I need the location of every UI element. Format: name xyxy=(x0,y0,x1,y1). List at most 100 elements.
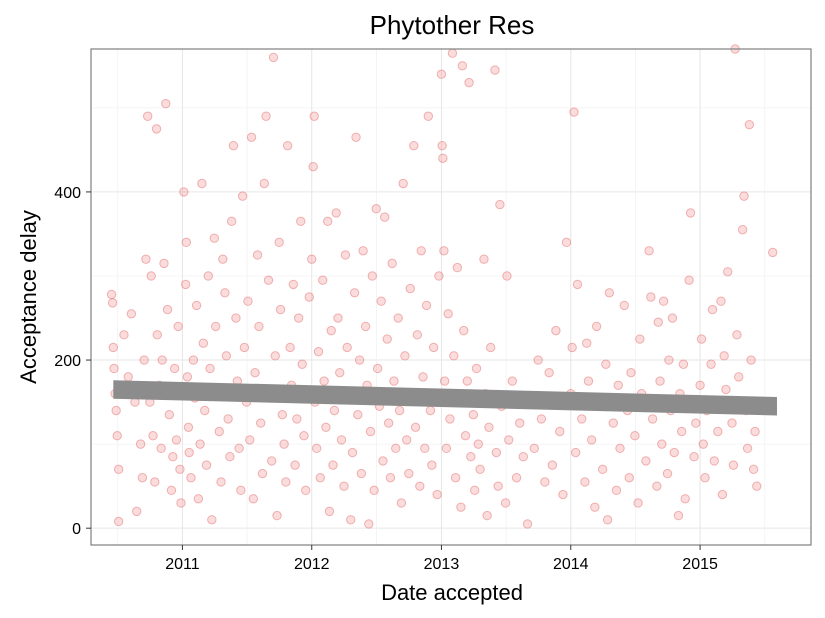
data-point xyxy=(518,452,528,462)
data-point xyxy=(318,275,328,285)
data-point xyxy=(615,443,625,454)
data-point xyxy=(203,271,213,281)
data-point xyxy=(225,452,235,462)
data-point xyxy=(113,464,124,475)
data-point xyxy=(274,237,284,248)
data-point xyxy=(456,502,466,512)
data-point xyxy=(378,456,388,466)
data-point xyxy=(211,321,221,332)
data-point xyxy=(195,439,205,449)
y-tick-label: 200 xyxy=(54,353,81,370)
data-point xyxy=(479,254,489,264)
data-point xyxy=(236,485,246,496)
data-point xyxy=(389,376,399,386)
grid-lines xyxy=(91,49,811,545)
data-point xyxy=(507,376,517,386)
data-point xyxy=(515,418,525,428)
data-point xyxy=(723,267,733,277)
data-point xyxy=(223,414,233,424)
data-point xyxy=(734,372,744,382)
data-point xyxy=(197,178,207,189)
data-point xyxy=(662,468,673,479)
data-point xyxy=(462,376,472,386)
data-point xyxy=(427,460,437,470)
data-point xyxy=(739,191,749,201)
data-point xyxy=(354,355,365,365)
data-point xyxy=(495,199,505,210)
data-point xyxy=(436,69,447,79)
data-point xyxy=(297,359,307,369)
data-point xyxy=(415,481,425,491)
data-point xyxy=(239,342,250,353)
data-point xyxy=(257,468,268,479)
data-point xyxy=(156,443,166,454)
data-point xyxy=(267,456,277,466)
data-point xyxy=(181,237,192,248)
data-point xyxy=(464,77,474,88)
data-point xyxy=(393,313,403,323)
data-point xyxy=(768,247,778,258)
data-point xyxy=(285,342,295,353)
data-point xyxy=(468,409,479,420)
data-point xyxy=(188,355,199,365)
data-point xyxy=(243,296,253,306)
data-point xyxy=(447,48,458,58)
data-point xyxy=(633,498,643,508)
data-point xyxy=(511,473,522,483)
data-point xyxy=(420,443,430,454)
data-point xyxy=(220,288,230,298)
data-point xyxy=(470,485,480,496)
data-point xyxy=(425,405,436,416)
data-point xyxy=(438,153,448,163)
data-point xyxy=(460,431,471,441)
data-point xyxy=(132,506,142,517)
data-point xyxy=(161,98,171,109)
data-point xyxy=(152,330,162,340)
data-point xyxy=(601,359,611,369)
data-point xyxy=(321,422,331,433)
data-point xyxy=(536,414,547,424)
data-point xyxy=(349,288,360,298)
data-point xyxy=(200,405,210,416)
data-point xyxy=(653,317,663,327)
data-point xyxy=(356,468,367,479)
x-tick-label: 2014 xyxy=(553,556,589,573)
data-point xyxy=(443,309,453,319)
data-point xyxy=(106,289,117,300)
data-point xyxy=(139,355,149,365)
data-point xyxy=(727,418,737,428)
data-point xyxy=(183,422,194,433)
data-point xyxy=(142,111,153,121)
data-point xyxy=(475,464,485,475)
data-point xyxy=(182,372,193,382)
data-point xyxy=(561,237,572,248)
data-point xyxy=(383,418,394,428)
data-point xyxy=(582,338,592,348)
plot-border xyxy=(90,48,812,546)
data-point xyxy=(376,296,386,306)
data-point xyxy=(619,300,629,311)
data-point xyxy=(171,435,182,445)
data-point xyxy=(252,250,263,260)
data-point xyxy=(169,363,180,374)
data-point xyxy=(434,271,444,281)
data-point xyxy=(231,313,241,323)
data-point xyxy=(405,283,415,294)
data-point xyxy=(655,376,665,386)
data-point xyxy=(263,275,274,285)
data-point xyxy=(228,140,239,151)
data-point xyxy=(365,426,376,437)
data-point xyxy=(590,502,600,512)
data-point xyxy=(428,342,439,353)
data-point xyxy=(678,359,689,369)
data-point xyxy=(339,481,349,491)
data-point xyxy=(112,431,122,441)
data-point xyxy=(416,246,426,256)
data-point xyxy=(175,464,185,475)
data-point xyxy=(207,515,217,525)
data-point xyxy=(695,380,705,390)
data-point xyxy=(696,334,707,344)
data-point xyxy=(309,111,319,121)
data-point xyxy=(151,124,162,134)
data-point xyxy=(571,447,581,458)
